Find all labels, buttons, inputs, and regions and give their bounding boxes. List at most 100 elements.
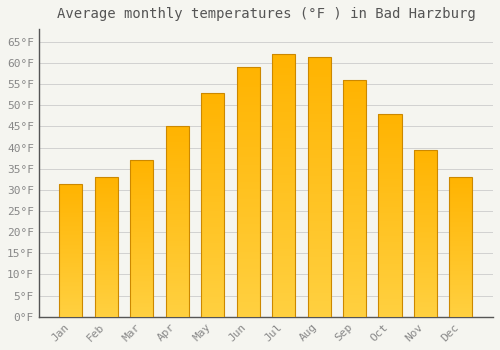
Bar [166,155,189,157]
Bar [166,220,189,222]
Bar [166,142,189,143]
Bar [450,206,472,208]
Bar [272,167,295,170]
Bar [272,117,295,120]
Bar [414,284,437,285]
Bar [272,238,295,241]
Bar [378,114,402,116]
Bar [378,301,402,303]
Bar [130,162,154,163]
Bar [95,250,118,251]
Bar [201,205,224,207]
Bar [414,230,437,232]
Bar [166,162,189,164]
Bar [166,178,189,180]
Bar [166,164,189,166]
Bar [236,237,260,239]
Bar [414,191,437,193]
Bar [166,204,189,206]
Bar [60,246,82,247]
Bar [130,293,154,295]
Bar [272,288,295,290]
Bar [166,166,189,168]
Bar [236,207,260,209]
Bar [60,206,82,208]
Bar [450,273,472,275]
Bar [236,110,260,112]
Bar [95,178,118,180]
Bar [308,106,330,108]
Bar [236,72,260,75]
Bar [308,265,330,267]
Bar [236,187,260,189]
Bar [343,243,366,246]
Bar [378,307,402,309]
Bar [378,138,402,140]
Bar [60,287,82,289]
Bar [130,184,154,185]
Bar [130,248,154,250]
Bar [166,210,189,212]
Bar [166,225,189,227]
Bar [378,162,402,164]
Bar [343,151,366,153]
Bar [201,292,224,294]
Bar [95,272,118,273]
Bar [308,72,330,75]
Bar [95,180,118,181]
Bar [95,188,118,190]
Bar [414,233,437,235]
Bar [272,248,295,251]
Bar [236,264,260,267]
Bar [130,259,154,260]
Bar [308,202,330,205]
Bar [343,286,366,288]
Bar [414,206,437,208]
Bar [343,231,366,234]
Bar [130,257,154,259]
Bar [414,223,437,225]
Bar [95,258,118,260]
Bar [166,157,189,159]
Bar [130,307,154,309]
Bar [166,218,189,220]
Bar [414,315,437,317]
Bar [95,279,118,280]
Bar [95,310,118,311]
Bar [414,183,437,185]
Bar [414,262,437,263]
Bar [130,314,154,315]
Bar [60,250,82,252]
Bar [272,133,295,136]
Bar [236,184,260,187]
Bar [308,187,330,189]
Bar [414,150,437,317]
Bar [201,250,224,252]
Bar [378,233,402,236]
Bar [343,208,366,210]
Bar [60,293,82,294]
Bar [308,228,330,231]
Bar [236,262,260,264]
Bar [166,303,189,306]
Bar [414,253,437,255]
Bar [308,286,330,288]
Bar [343,116,366,118]
Bar [130,245,154,246]
Bar [95,248,118,250]
Bar [450,303,472,304]
Bar [236,149,260,152]
Bar [272,220,295,222]
Bar [272,149,295,152]
Bar [343,96,366,99]
Bar [95,254,118,256]
Bar [236,195,260,197]
Bar [130,173,154,174]
Bar [343,274,366,276]
Bar [308,163,330,166]
Bar [308,114,330,117]
Bar [60,292,82,293]
Bar [272,230,295,233]
Bar [308,270,330,273]
Bar [130,312,154,314]
